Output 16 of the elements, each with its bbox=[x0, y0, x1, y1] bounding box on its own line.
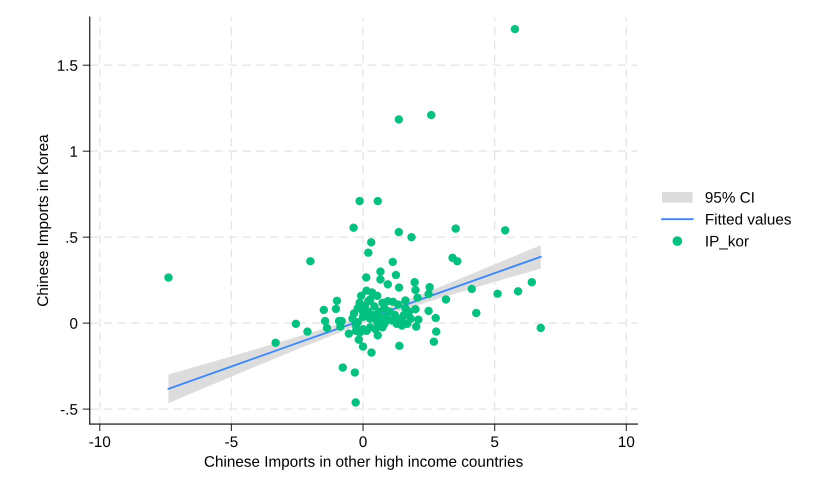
y-axis-title: Chinese Imports in Korea bbox=[36, 134, 52, 306]
x-tick-label: 10 bbox=[618, 436, 634, 448]
y-tick-label: -.5 bbox=[60, 404, 78, 415]
x-tick-label: -10 bbox=[89, 436, 110, 448]
y-tick-label: 1.5 bbox=[58, 60, 78, 71]
y-tick-label: 1 bbox=[70, 146, 78, 157]
text: 95% CI bbox=[706, 192, 754, 203]
legend-label: Fitted values bbox=[706, 213, 791, 225]
y-tick-label: 0 bbox=[70, 318, 78, 329]
line-series bbox=[168, 256, 542, 390]
y-tick-label: .5 bbox=[66, 232, 78, 243]
x-tick-label: 0 bbox=[359, 436, 367, 448]
x-tick-label: 5 bbox=[491, 436, 498, 448]
x-axis-title: Chinese Imports in other high income countries bbox=[204, 456, 523, 470]
x-tick-label: -5 bbox=[225, 436, 238, 448]
legend-label: IP_kor bbox=[706, 235, 749, 250]
